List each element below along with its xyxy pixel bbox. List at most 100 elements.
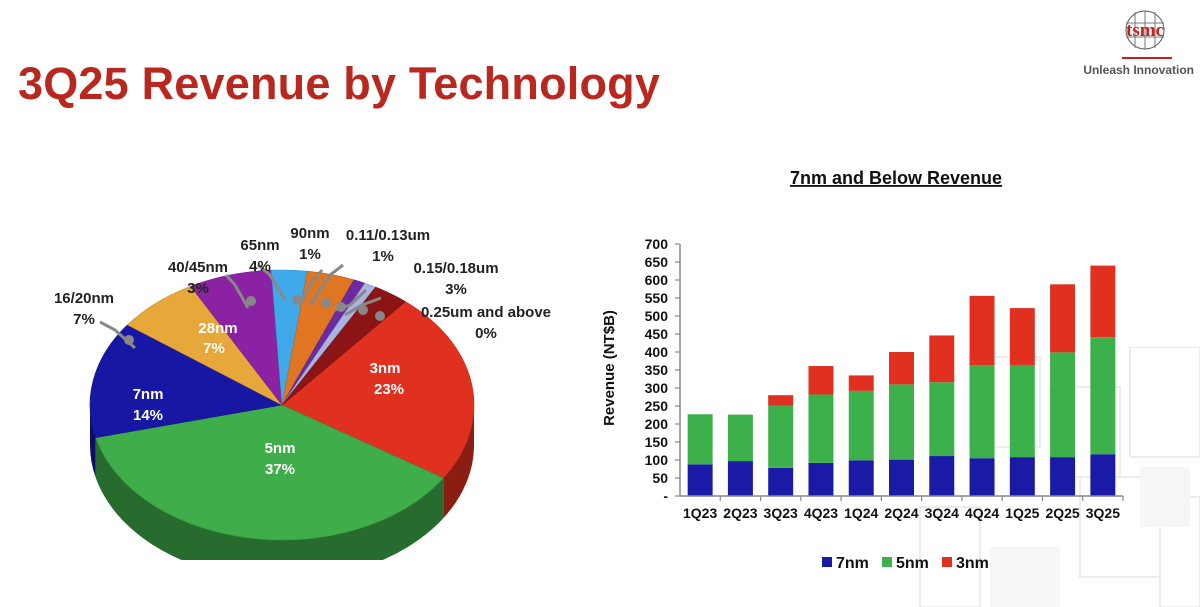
bar-3nm-4Q24 bbox=[969, 295, 995, 366]
bar-5nm-1Q24 bbox=[848, 390, 874, 461]
bar-5nm-3Q24 bbox=[929, 382, 955, 457]
bar-5nm-2Q25 bbox=[1050, 352, 1076, 458]
x-tick-label-2Q24: 2Q24 bbox=[884, 505, 918, 521]
pie-slice-3nm bbox=[281, 301, 475, 479]
pie-slice-7nm bbox=[89, 324, 283, 438]
pie-pct-3nm: 23% bbox=[374, 381, 404, 398]
leader-90nm bbox=[298, 269, 324, 306]
y-tick-label: 450 bbox=[645, 326, 669, 342]
bar-7nm-1Q24 bbox=[848, 460, 874, 496]
pie-label-28nm: 28nm bbox=[198, 320, 237, 337]
y-tick-label: 600 bbox=[645, 272, 669, 288]
bar-5nm-4Q24 bbox=[969, 365, 995, 459]
tagline: Unleash Innovation bbox=[1083, 63, 1194, 77]
x-tick-label-3Q25: 3Q25 bbox=[1086, 505, 1120, 521]
pie-label-0.25um: 0.25um and above bbox=[421, 304, 551, 321]
bar-5nm-1Q23 bbox=[687, 414, 713, 465]
bar-3nm-4Q23 bbox=[808, 366, 834, 395]
x-tick-label-4Q23: 4Q23 bbox=[804, 505, 838, 521]
pie-pct-5nm: 37% bbox=[265, 461, 295, 478]
bar-5nm-1Q25 bbox=[1009, 364, 1035, 458]
background-pattern bbox=[919, 347, 1200, 607]
y-tick-label: 400 bbox=[645, 344, 669, 360]
x-tick-label-1Q25: 1Q25 bbox=[1005, 505, 1039, 521]
y-tick-label: 300 bbox=[645, 380, 669, 396]
pie-pct-90nm: 1% bbox=[299, 246, 321, 263]
bar-7nm-2Q23 bbox=[727, 461, 753, 496]
pie-pct-7nm: 14% bbox=[133, 407, 163, 424]
legend-swatch-7nm bbox=[822, 557, 832, 567]
x-tick-label-1Q24: 1Q24 bbox=[844, 505, 878, 521]
bar-3nm-3Q23 bbox=[768, 395, 794, 406]
pie-label-7nm: 7nm bbox=[133, 386, 164, 403]
pie-chart: 3nm 23% 5nm 37% 7nm 14% 16/20nm 7% 28nm … bbox=[54, 225, 551, 560]
bar-5nm-2Q24 bbox=[889, 384, 914, 460]
bar-3nm-1Q24 bbox=[848, 375, 874, 391]
pie-side-5nm bbox=[95, 437, 444, 560]
y-tick-label: 650 bbox=[645, 254, 669, 270]
pie-label-90nm: 90nm bbox=[290, 225, 329, 242]
y-tick-label: 50 bbox=[652, 470, 668, 486]
x-tick-label-3Q24: 3Q24 bbox=[925, 505, 959, 521]
y-tick-label: 350 bbox=[645, 362, 669, 378]
bar-7nm-3Q24 bbox=[929, 456, 955, 496]
y-tick-label: 500 bbox=[645, 308, 669, 324]
pie-side-3nm bbox=[443, 405, 474, 519]
legend-swatch-5nm bbox=[882, 557, 892, 567]
page-title: 3Q25 Revenue by Technology bbox=[18, 58, 661, 109]
pie-label-16-20nm: 16/20nm bbox=[54, 290, 114, 307]
pie-pct-28nm: 7% bbox=[203, 340, 225, 357]
bar-7nm-2Q24 bbox=[889, 459, 914, 496]
leader-0.11-0.13um bbox=[308, 263, 344, 306]
pie-label-5nm: 5nm bbox=[265, 440, 296, 457]
y-tick-label: 550 bbox=[645, 290, 669, 306]
bar-5nm-3Q25 bbox=[1090, 337, 1116, 455]
x-tick-label-4Q24: 4Q24 bbox=[965, 505, 999, 521]
y-tick-label: 100 bbox=[645, 452, 669, 468]
bar-5nm-2Q23 bbox=[727, 414, 753, 462]
pie-label-40-45nm: 40/45nm bbox=[168, 259, 228, 276]
x-tick-label-1Q23: 1Q23 bbox=[683, 505, 717, 521]
pie-label-0.11-0.13um: 0.11/0.13um bbox=[346, 227, 430, 244]
bar-7nm-4Q23 bbox=[808, 462, 834, 496]
bar-3nm-1Q25 bbox=[1009, 308, 1035, 365]
legend-swatch-3nm bbox=[942, 557, 952, 567]
pie-pct-0.15-0.18um: 3% bbox=[445, 281, 467, 298]
pie-pct-0.25um: 0% bbox=[475, 325, 497, 342]
bar-5nm-4Q23 bbox=[808, 394, 834, 463]
x-tick-label-3Q23: 3Q23 bbox=[764, 505, 798, 521]
bar-chart: 7nm and Below Revenue Revenue (NT$B) - 50… bbox=[601, 168, 1124, 572]
y-tick-label: 250 bbox=[645, 398, 669, 414]
legend-label-3nm: 3nm bbox=[956, 555, 989, 572]
pie-slice-5nm bbox=[95, 404, 444, 541]
pie-slice-0-15-0-18um bbox=[281, 286, 406, 406]
tsmc-logo: tsmc bbox=[1122, 10, 1172, 59]
pie-label-3nm: 3nm bbox=[370, 360, 401, 377]
x-tick-label-2Q23: 2Q23 bbox=[723, 505, 757, 521]
legend-label-5nm: 5nm bbox=[896, 555, 929, 572]
bar-chart-title: 7nm and Below Revenue bbox=[790, 168, 1002, 188]
pie-pct-65nm: 4% bbox=[249, 258, 271, 275]
bar-3nm-3Q24 bbox=[929, 335, 955, 383]
y-axis-label: Revenue (NT$B) bbox=[601, 310, 618, 426]
bar-7nm-3Q25 bbox=[1090, 454, 1116, 496]
bar-7nm-3Q23 bbox=[768, 467, 794, 496]
y-tick-label: 700 bbox=[645, 236, 669, 252]
bar-3nm-2Q25 bbox=[1050, 284, 1076, 353]
bar-7nm-2Q25 bbox=[1050, 457, 1076, 496]
pie-pct-16-20nm: 7% bbox=[73, 311, 95, 328]
y-tick-label: - bbox=[663, 488, 668, 504]
bar-5nm-3Q23 bbox=[768, 405, 794, 468]
pie-pct-40-45nm: 3% bbox=[187, 280, 209, 297]
pie-pct-0.11-0.13um: 1% bbox=[372, 248, 394, 265]
bar-3nm-2Q24 bbox=[889, 352, 914, 385]
legend-label-7nm: 7nm bbox=[836, 555, 869, 572]
pie-label-0.15-0.18um: 0.15/0.18um bbox=[413, 260, 498, 277]
logo-text: tsmc bbox=[1126, 20, 1164, 41]
leader-40-45nm bbox=[224, 273, 250, 309]
y-tick-label: 150 bbox=[645, 434, 669, 450]
pie-label-65nm: 65nm bbox=[240, 237, 279, 254]
x-tick-label-2Q25: 2Q25 bbox=[1045, 505, 1079, 521]
y-tick-label: 200 bbox=[645, 416, 669, 432]
bar-7nm-1Q23 bbox=[687, 464, 713, 496]
